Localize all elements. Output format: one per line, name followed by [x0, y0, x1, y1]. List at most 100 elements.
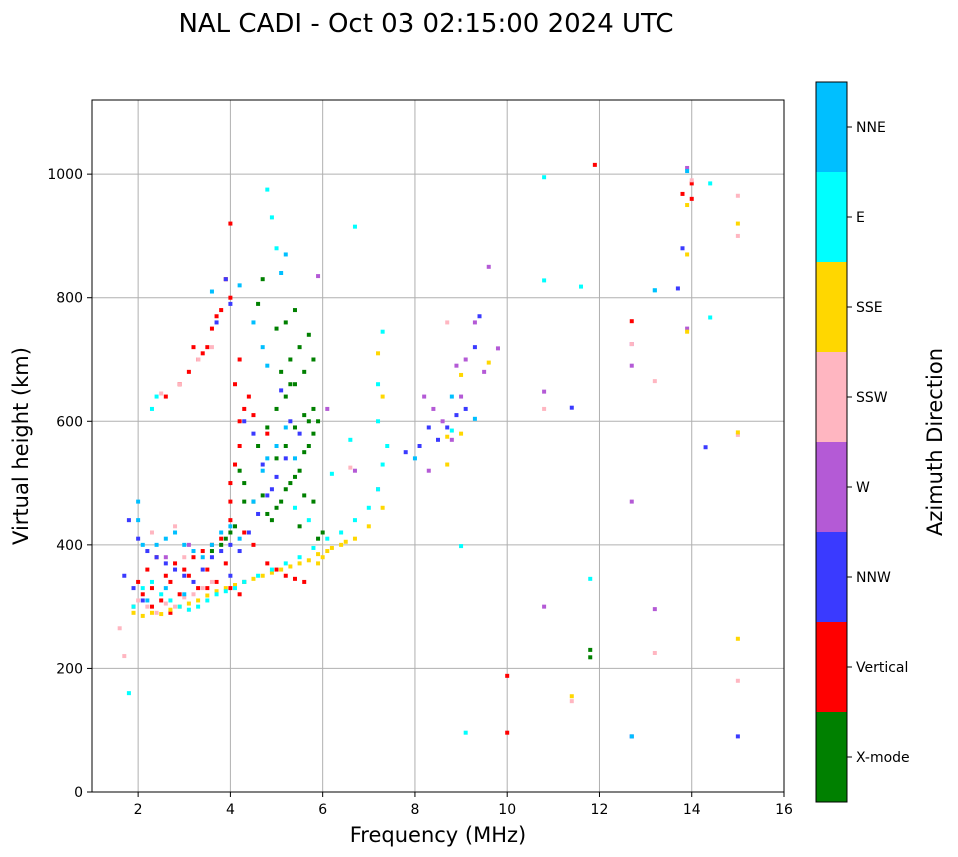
data-point-ssw: [173, 604, 178, 609]
data-point-e: [542, 175, 547, 180]
data-point-nnw: [122, 573, 127, 578]
data-point-vertical: [505, 730, 510, 735]
data-point-x-mode: [228, 530, 233, 535]
colorbar-tick-label: Vertical: [856, 660, 908, 676]
data-point-nnw: [228, 573, 233, 578]
data-point-vertical: [265, 431, 270, 436]
data-point-x-mode: [316, 536, 321, 541]
data-point-e: [269, 567, 274, 572]
data-point-sse: [288, 564, 293, 569]
data-point-x-mode: [311, 406, 316, 411]
data-point-w: [629, 499, 634, 504]
data-point-w: [685, 165, 690, 170]
data-point-vertical: [237, 444, 242, 448]
data-point-vertical: [145, 567, 150, 572]
colorbar-segment: [816, 82, 847, 172]
colorbar-segment: [816, 442, 847, 532]
data-point-x-mode: [269, 518, 274, 523]
data-point-nne: [145, 598, 150, 603]
data-point-x-mode: [316, 419, 321, 424]
data-point-ssw: [117, 626, 122, 631]
x-tick-label: 16: [775, 802, 793, 818]
data-point-nnw: [274, 474, 279, 479]
data-point-nnw: [269, 487, 274, 492]
data-point-x-mode: [288, 382, 293, 387]
x-axis-ticks: 2 4 6 8 10 12 14 16: [134, 792, 793, 818]
data-point-sse: [569, 694, 574, 699]
data-point-e: [588, 576, 593, 581]
data-point-ssw: [348, 465, 353, 470]
data-point-vertical: [223, 561, 228, 566]
y-tick-label: 200: [56, 661, 83, 677]
data-point-sse: [459, 431, 464, 436]
data-point-nne: [629, 734, 634, 739]
data-point-e: [297, 555, 302, 560]
data-point-nne: [472, 416, 477, 421]
data-point-sse: [325, 549, 330, 554]
data-point-vertical: [209, 326, 214, 331]
x-tick-label: 6: [318, 802, 327, 818]
data-point-vertical: [163, 573, 168, 578]
data-point-e: [339, 530, 344, 535]
data-point-vertical: [689, 196, 694, 201]
data-point-nnw: [223, 277, 228, 282]
data-point-w: [472, 320, 477, 325]
data-point-ssw: [209, 345, 214, 350]
data-point-nnw: [297, 431, 302, 436]
data-point-sse: [316, 552, 321, 557]
colorbar-tick-label: NNE: [856, 120, 886, 136]
data-point-vertical: [149, 604, 154, 609]
data-point-e: [256, 573, 261, 578]
data-point-vertical: [140, 592, 145, 597]
y-tick-label: 0: [74, 785, 83, 801]
data-point-x-mode: [292, 308, 297, 313]
data-point-ssw: [122, 654, 127, 659]
data-point-sse: [329, 545, 334, 550]
data-point-vertical: [228, 221, 233, 226]
data-point-e: [579, 284, 584, 289]
data-point-e: [542, 278, 547, 283]
data-point-e: [385, 444, 390, 448]
colorbar-segment: [816, 712, 847, 802]
data-point-ssw: [177, 382, 182, 387]
data-point-nne: [274, 444, 279, 448]
data-point-e: [186, 607, 191, 612]
data-point-vertical: [242, 406, 247, 411]
data-point-sse: [366, 524, 371, 529]
data-point-vertical: [200, 549, 205, 554]
data-point-e: [708, 315, 713, 320]
colorbar-tick-label: W: [856, 480, 870, 496]
data-point-x-mode: [265, 425, 270, 430]
data-point-nnw: [237, 549, 242, 554]
data-point-x-mode: [588, 647, 593, 652]
data-point-e: [352, 224, 357, 229]
data-point-vertical: [163, 394, 168, 399]
data-point-e: [463, 730, 468, 735]
data-point-x-mode: [265, 511, 270, 516]
data-point-e: [223, 589, 228, 594]
data-point-sse: [352, 536, 357, 541]
data-point-x-mode: [260, 277, 265, 282]
data-point-nne: [292, 456, 297, 461]
x-tick-label: 8: [410, 802, 419, 818]
data-point-nnw: [288, 419, 293, 424]
data-point-nnw: [131, 586, 136, 591]
data-point-vertical: [149, 586, 154, 591]
data-point-nne: [173, 530, 178, 535]
data-point-w: [186, 542, 191, 547]
data-point-w: [163, 555, 168, 560]
data-point-sse: [269, 570, 274, 575]
data-point-e: [177, 604, 182, 609]
data-point-e: [459, 544, 464, 549]
data-point-x-mode: [302, 493, 307, 498]
data-point-nne: [449, 394, 454, 399]
data-point-sse: [131, 610, 136, 615]
data-point-vertical: [205, 567, 210, 572]
data-point-nne: [163, 536, 168, 541]
data-point-vertical: [592, 162, 597, 167]
data-point-x-mode: [306, 419, 311, 424]
data-point-x-mode: [256, 301, 261, 306]
data-point-nne: [163, 586, 168, 591]
data-point-nnw: [163, 561, 168, 566]
data-point-x-mode: [302, 369, 307, 374]
